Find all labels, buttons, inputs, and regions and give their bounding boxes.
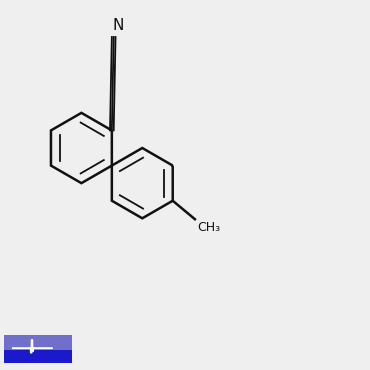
Text: N: N (112, 18, 124, 33)
Bar (4, 350, 72, 363)
Bar (4, 335, 72, 350)
Text: CH₃: CH₃ (197, 221, 220, 234)
